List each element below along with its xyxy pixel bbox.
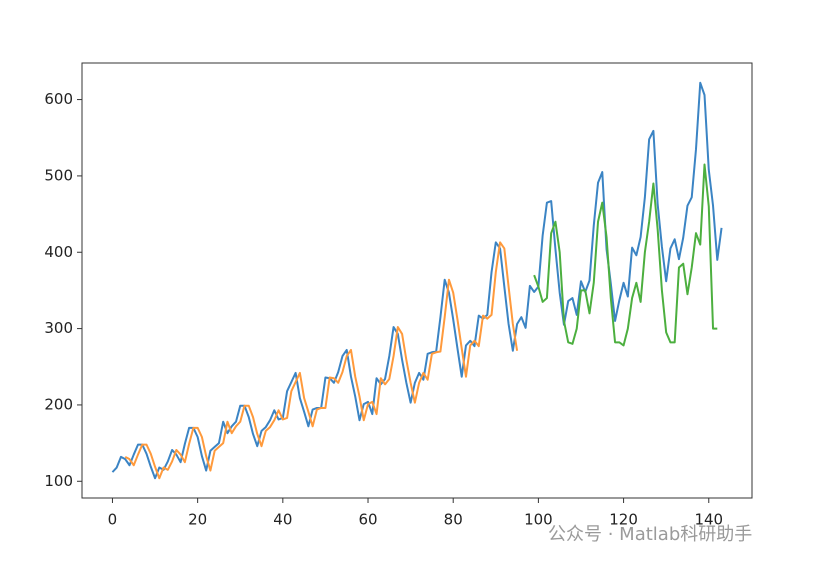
watermark: 公众号 · Matlab科研助手 <box>548 524 752 545</box>
x-tick-label: 60 <box>358 511 377 529</box>
y-tick-label: 500 <box>44 166 73 184</box>
y-tick-label: 400 <box>44 243 73 261</box>
x-tick-label: 100 <box>524 511 553 529</box>
series-line <box>533 163 718 347</box>
x-tick-label: 140 <box>694 511 723 529</box>
x-tick-label: 40 <box>273 511 292 529</box>
x-tick-label: 80 <box>444 511 463 529</box>
y-tick-label: 100 <box>44 472 73 490</box>
y-tick-label: 600 <box>44 90 73 108</box>
y-tick-label: 200 <box>44 395 73 413</box>
x-tick-label: 120 <box>609 511 638 529</box>
y-tick-label: 300 <box>44 319 73 337</box>
series-line <box>124 241 519 480</box>
plot-frame <box>81 62 753 499</box>
x-tick-label: 20 <box>188 511 207 529</box>
x-tick-label: 0 <box>108 511 118 529</box>
series-line <box>111 81 723 480</box>
